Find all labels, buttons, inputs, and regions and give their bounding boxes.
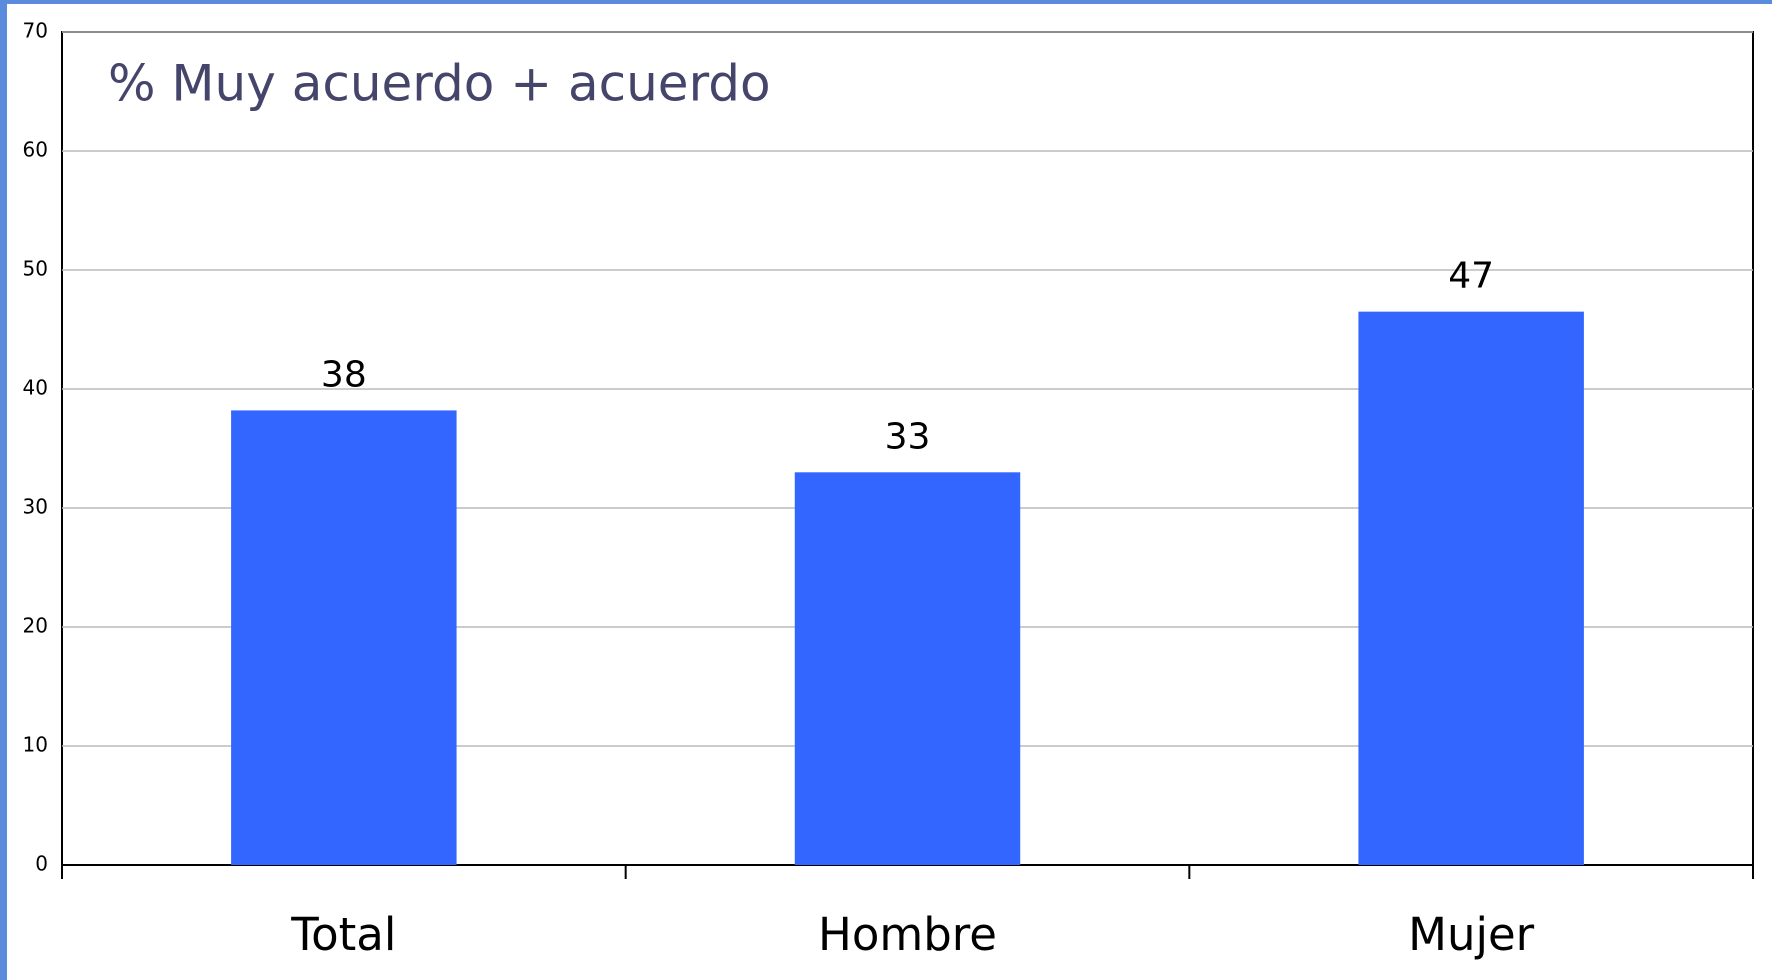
data-label: 47 <box>1448 256 1494 297</box>
left-border <box>0 0 7 980</box>
y-tick-label: 20 <box>23 614 48 638</box>
y-tick-label: 40 <box>23 376 48 400</box>
y-tick-label: 70 <box>23 19 48 43</box>
y-tick-label: 30 <box>23 495 48 519</box>
data-label: 33 <box>885 416 931 457</box>
x-tick-label: Hombre <box>818 908 997 961</box>
y-tick-label: 0 <box>35 852 48 876</box>
bar <box>794 472 1021 865</box>
x-tick-label: Mujer <box>1408 908 1535 961</box>
data-label: 38 <box>321 354 367 395</box>
bar <box>1358 311 1584 865</box>
chart-title: % Muy acuerdo + acuerdo <box>108 55 771 113</box>
bar <box>231 410 457 865</box>
y-tick-label: 10 <box>23 733 48 757</box>
y-tick-label: 60 <box>23 138 48 162</box>
top-border <box>0 0 1772 4</box>
x-tick-label: Total <box>290 908 396 961</box>
y-tick-label: 50 <box>23 257 48 281</box>
